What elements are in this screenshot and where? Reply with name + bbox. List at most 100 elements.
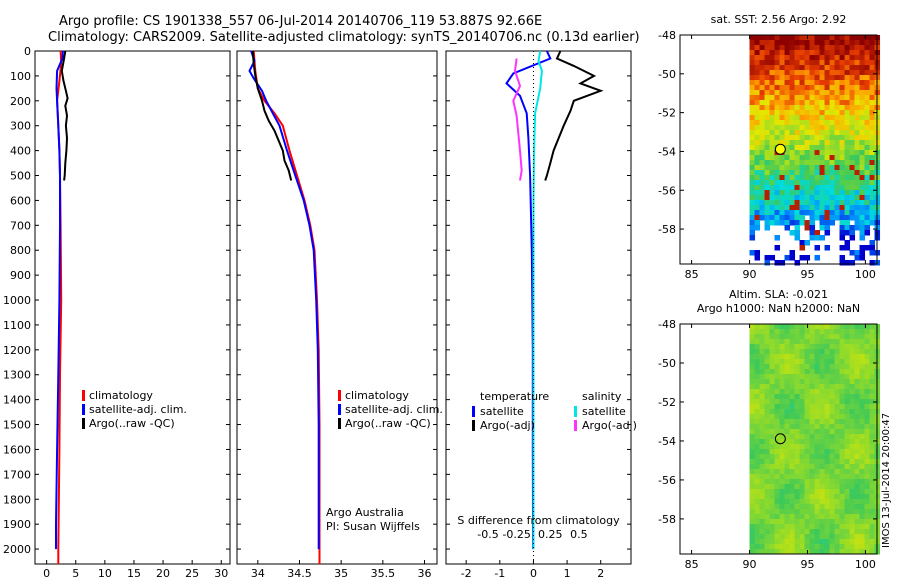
sst-map-cell xyxy=(854,135,861,141)
sst-map-cell xyxy=(864,90,871,96)
sla-map-cell xyxy=(839,504,846,510)
sst-map-cell xyxy=(829,35,836,41)
sla-map-cell xyxy=(749,544,756,550)
sla-map-cell xyxy=(789,359,796,365)
sla-map-cell xyxy=(859,324,866,330)
sst-map-cell xyxy=(869,60,876,66)
sst-map-cell xyxy=(844,150,851,156)
sla-map-cell xyxy=(869,364,876,370)
sla-map-frame xyxy=(679,323,878,555)
sla-map-cell xyxy=(844,429,851,435)
sla-map-cell xyxy=(834,344,841,350)
sla-map-cell xyxy=(784,394,791,400)
sst-map-cell xyxy=(784,210,791,216)
sst-map-cell xyxy=(764,255,771,261)
sst-map-cell xyxy=(819,175,826,181)
sla-map-cell xyxy=(869,504,876,510)
sst-map-cell xyxy=(829,100,836,106)
sla-map-cell xyxy=(754,414,761,420)
sst-map-cell xyxy=(794,40,801,46)
sst-map-ytick-label: -50 xyxy=(658,68,676,81)
sst-map-cell xyxy=(819,120,826,126)
sla-map-cell xyxy=(799,429,806,435)
sst-map-cell xyxy=(804,85,811,91)
sla-map-cell xyxy=(839,384,846,390)
sla-map-cell xyxy=(799,384,806,390)
sla-map-cell xyxy=(834,504,841,510)
sla-map-cell xyxy=(764,424,771,430)
sla-map-cell xyxy=(774,474,781,480)
sla-map-cell xyxy=(834,459,841,465)
sla-map-cell xyxy=(819,449,826,455)
sla-map-cell xyxy=(794,529,801,535)
sst-map-cell xyxy=(759,110,766,116)
sla-map-cell xyxy=(799,529,806,535)
sla-map-cell xyxy=(854,419,861,425)
sla-map-cell xyxy=(779,364,786,370)
sst-map-cell xyxy=(779,75,786,81)
sla-map-cell xyxy=(824,329,831,335)
sla-map-cell xyxy=(774,494,781,500)
sla-map-cell xyxy=(814,464,821,470)
sla-map-cell xyxy=(864,394,871,400)
sla-map-cell xyxy=(789,454,796,460)
sla-map-cell xyxy=(849,324,856,330)
sst-map-cell xyxy=(869,135,876,141)
sst-map-cell xyxy=(784,95,791,101)
sst-map-cell xyxy=(869,115,876,121)
sla-map-cell xyxy=(864,444,871,450)
sla-map-cell xyxy=(814,494,821,500)
sla-map-cell xyxy=(869,349,876,355)
sla-map-cell xyxy=(844,369,851,375)
sst-map-cell xyxy=(779,95,786,101)
sst-map-cell xyxy=(769,220,776,226)
sst-map-cell xyxy=(809,115,816,121)
sla-map-cell xyxy=(829,454,836,460)
sst-map-cell xyxy=(769,35,776,41)
sst-map-cell xyxy=(764,160,771,166)
sst-map-cell xyxy=(754,80,761,86)
sst-map-cell xyxy=(769,110,776,116)
sla-map-cell xyxy=(844,334,851,340)
sst-map-cell xyxy=(789,50,796,56)
sst-map-cell xyxy=(819,145,826,151)
sla-map-cell xyxy=(774,454,781,460)
sla-map-cell xyxy=(759,434,766,440)
sla-map-cell xyxy=(794,484,801,490)
sla-map-cell xyxy=(809,419,816,425)
sla-map-cell xyxy=(749,399,756,405)
sla-map-cell xyxy=(859,449,866,455)
sla-map-cell xyxy=(829,529,836,535)
sla-map-cell xyxy=(854,424,861,430)
sst-map-cell xyxy=(809,55,816,61)
sla-map-cell xyxy=(784,464,791,470)
sla-map-cell xyxy=(804,344,811,350)
sla-map-cell xyxy=(789,479,796,485)
sla-map-cell xyxy=(804,419,811,425)
sst-map-cell xyxy=(754,100,761,106)
sla-map-cell xyxy=(849,354,856,360)
sla-map-cell xyxy=(799,349,806,355)
sst-map-cell xyxy=(869,40,876,46)
sla-map-cell xyxy=(814,449,821,455)
sla-map-cell xyxy=(834,474,841,480)
sla-map-cell xyxy=(824,379,831,385)
sst-map-cell xyxy=(789,130,796,136)
sla-map-cell xyxy=(749,444,756,450)
sla-map-cell xyxy=(789,464,796,470)
sla-map-cell xyxy=(814,544,821,550)
sla-map-cell xyxy=(809,464,816,470)
sst-map-cell xyxy=(854,120,861,126)
sla-map-cell xyxy=(809,474,816,480)
sla-map-cell xyxy=(869,434,876,440)
sst-map-cell xyxy=(784,60,791,66)
sla-map-cell xyxy=(754,394,761,400)
sst-map-cell xyxy=(809,140,816,146)
sst-map-cell xyxy=(864,210,871,216)
sla-map-cell xyxy=(754,399,761,405)
sst-map-cell xyxy=(814,165,821,171)
sst-map-cell xyxy=(824,125,831,131)
sst-map-cell xyxy=(854,110,861,116)
sla-map-cell xyxy=(864,524,871,530)
sst-map-cell xyxy=(749,75,756,81)
